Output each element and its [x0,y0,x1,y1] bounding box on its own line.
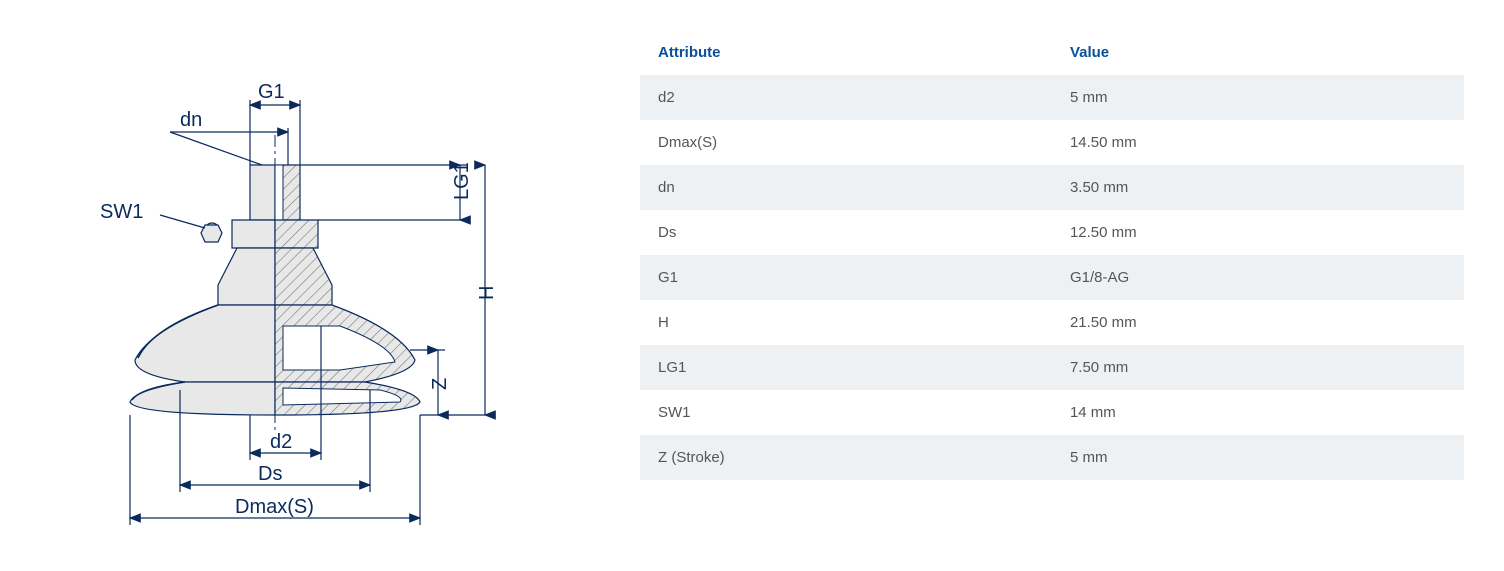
label-lg1: LG1 [451,162,473,200]
table-row: G1G1/8-AG [640,255,1464,300]
table-row: LG17.50 mm [640,345,1464,390]
table-row: SW114 mm [640,390,1464,435]
bellows-upper-left [135,305,275,382]
technical-drawing: G1 dn SW1 LG1 H Z d2 Ds Dmax(S) [40,70,510,530]
header-attribute: Attribute [640,30,1052,75]
cell-attribute: dn [640,165,1052,210]
table-row: d25 mm [640,75,1464,120]
cell-attribute: Z (Stroke) [640,435,1052,480]
cell-attribute: LG1 [640,345,1052,390]
table-row: Dmax(S)14.50 mm [640,120,1464,165]
stud-left [250,165,275,220]
table-row: Ds12.50 mm [640,210,1464,255]
label-ds: Ds [258,463,282,485]
cell-attribute: SW1 [640,390,1052,435]
cell-attribute: Dmax(S) [640,120,1052,165]
cell-value: 12.50 mm [1052,210,1464,255]
label-g1: G1 [258,81,285,103]
table-header-row: Attribute Value [640,30,1464,75]
label-d2: d2 [270,431,292,453]
cell-value: 21.50 mm [1052,300,1464,345]
label-dn: dn [180,109,202,131]
cell-attribute: Ds [640,210,1052,255]
spec-table: Attribute Value d25 mmDmax(S)14.50 mmdn3… [640,30,1464,480]
cell-value: 3.50 mm [1052,165,1464,210]
table-row: H21.50 mm [640,300,1464,345]
spec-table-column: Attribute Value d25 mmDmax(S)14.50 mmdn3… [640,30,1464,480]
body-right [275,248,332,305]
leader-sw1 [160,215,205,228]
cell-attribute: H [640,300,1052,345]
cell-value: 14 mm [1052,390,1464,435]
cell-value: G1/8-AG [1052,255,1464,300]
cell-value: 7.50 mm [1052,345,1464,390]
cell-attribute: G1 [640,255,1052,300]
label-dmaxs: Dmax(S) [235,496,314,518]
cell-value: 5 mm [1052,75,1464,120]
label-z: Z [429,378,451,390]
layout-container: G1 dn SW1 LG1 H Z d2 Ds Dmax(S) [40,30,1464,534]
cell-value: 14.50 mm [1052,120,1464,165]
header-value: Value [1052,30,1464,75]
bellows-lower-left [130,382,275,415]
diagram-column: G1 dn SW1 LG1 H Z d2 Ds Dmax(S) [40,30,580,534]
table-row: Z (Stroke)5 mm [640,435,1464,480]
body-taper-left [218,248,275,305]
table-row: dn3.50 mm [640,165,1464,210]
cell-value: 5 mm [1052,435,1464,480]
label-h: H [476,286,498,300]
cavity-lower [283,388,401,405]
label-sw1: SW1 [100,201,143,223]
collar-right [275,220,318,248]
collar-left [232,220,275,248]
cell-attribute: d2 [640,75,1052,120]
